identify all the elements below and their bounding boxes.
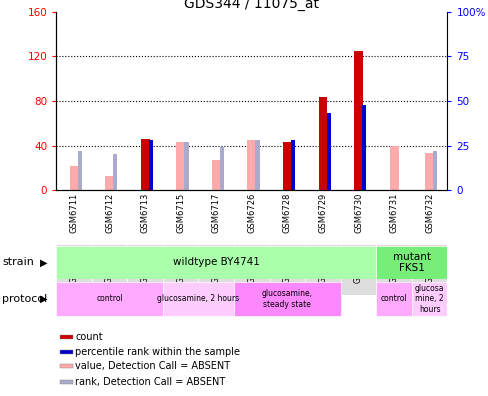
Bar — [376, 244, 411, 295]
Bar — [56, 244, 92, 295]
Bar — [113, 154, 117, 190]
Text: count: count — [75, 332, 103, 342]
Bar — [60, 364, 73, 368]
Text: GSM6732: GSM6732 — [424, 246, 433, 283]
Bar — [353, 51, 362, 190]
Text: GSM6731: GSM6731 — [389, 246, 398, 283]
Bar — [60, 335, 73, 339]
Bar — [411, 244, 447, 295]
Bar — [163, 282, 234, 316]
Text: protocol: protocol — [2, 294, 48, 304]
Bar — [305, 244, 340, 295]
Bar — [105, 175, 114, 190]
Bar — [290, 140, 295, 190]
Bar — [376, 282, 411, 316]
Bar — [56, 282, 163, 316]
Bar — [432, 151, 437, 190]
Text: glucosa
mine, 2
hours: glucosa mine, 2 hours — [414, 284, 444, 314]
Bar — [184, 142, 188, 190]
Text: ▶: ▶ — [40, 294, 48, 304]
Bar — [220, 147, 224, 190]
Text: GSM6711: GSM6711 — [69, 246, 79, 283]
Bar — [148, 140, 153, 190]
Bar — [247, 140, 256, 190]
Text: mutant
FKS1: mutant FKS1 — [392, 251, 430, 273]
Bar — [198, 244, 234, 295]
Bar — [389, 145, 398, 190]
Text: percentile rank within the sample: percentile rank within the sample — [75, 346, 240, 357]
Bar — [127, 244, 163, 295]
Bar — [60, 350, 73, 354]
Text: GSM6712: GSM6712 — [105, 246, 114, 283]
Bar — [234, 244, 269, 295]
Bar — [163, 244, 198, 295]
Bar — [211, 160, 220, 190]
Text: GSM6728: GSM6728 — [283, 246, 291, 283]
Text: glucosamine,
steady state: glucosamine, steady state — [262, 289, 312, 308]
Text: GSM6715: GSM6715 — [176, 246, 185, 283]
Bar — [69, 166, 78, 190]
Bar — [326, 113, 330, 190]
Text: control: control — [380, 295, 407, 303]
Title: GDS344 / 11075_at: GDS344 / 11075_at — [184, 0, 319, 11]
Text: ▶: ▶ — [40, 257, 48, 267]
Bar — [318, 97, 327, 190]
Bar — [376, 246, 447, 278]
Text: control: control — [96, 295, 122, 303]
Bar — [176, 142, 185, 190]
Bar — [234, 282, 340, 316]
Text: GSM6730: GSM6730 — [353, 246, 362, 283]
Bar — [60, 380, 73, 384]
Bar — [141, 139, 149, 190]
Bar — [255, 140, 259, 190]
Text: GSM6729: GSM6729 — [318, 246, 327, 283]
Text: GSM6713: GSM6713 — [141, 246, 149, 283]
Bar — [269, 244, 305, 295]
Bar — [56, 246, 376, 278]
Text: strain: strain — [2, 257, 34, 267]
Bar — [361, 105, 366, 190]
Text: glucosamine, 2 hours: glucosamine, 2 hours — [157, 295, 239, 303]
Bar — [283, 142, 291, 190]
Bar — [78, 151, 81, 190]
Text: rank, Detection Call = ABSENT: rank, Detection Call = ABSENT — [75, 377, 225, 387]
Bar — [411, 282, 447, 316]
Text: wildtype BY4741: wildtype BY4741 — [172, 257, 259, 267]
Bar — [425, 153, 433, 190]
Bar — [340, 244, 376, 295]
Bar — [92, 244, 127, 295]
Text: GSM6726: GSM6726 — [247, 246, 256, 283]
Text: value, Detection Call = ABSENT: value, Detection Call = ABSENT — [75, 362, 230, 371]
Text: GSM6717: GSM6717 — [211, 246, 220, 283]
